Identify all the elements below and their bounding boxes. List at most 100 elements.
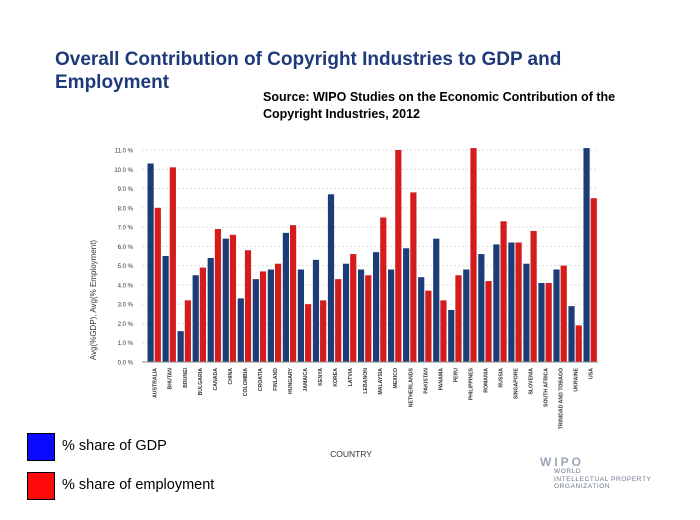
bar-employment <box>199 267 206 362</box>
bar-employment <box>244 250 252 362</box>
bar-gdp <box>162 256 169 362</box>
bar-gdp <box>583 148 590 362</box>
bar-employment <box>350 254 357 362</box>
bar-gdp <box>312 259 320 362</box>
x-tick-label: SINGAPORE <box>514 367 520 399</box>
bar-employment <box>380 217 387 362</box>
x-axis-label: COUNTRY <box>330 449 372 459</box>
x-tick-label: BULGARIA <box>198 368 204 396</box>
x-tick-label: BRUNEI <box>183 367 189 387</box>
bar-gdp <box>252 279 259 362</box>
y-tick-label: 2.0 % <box>118 322 134 328</box>
x-tick-label: KOREA <box>333 368 339 387</box>
bar-employment <box>545 282 552 362</box>
x-tick-label: LATVIA <box>348 368 354 387</box>
bar-gdp <box>493 244 500 362</box>
bar-employment <box>425 290 432 362</box>
bar-gdp <box>373 252 380 362</box>
wipo-line-3: ORGANIZATION <box>554 483 611 490</box>
bar-gdp <box>403 248 410 362</box>
bar-employment <box>410 192 417 362</box>
bar-employment <box>530 230 537 362</box>
bar-employment <box>395 150 402 362</box>
y-tick-label: 10.0 % <box>114 168 133 174</box>
bar-employment <box>440 300 447 362</box>
bar-gdp <box>237 298 244 362</box>
bar-gdp <box>207 257 214 362</box>
x-tick-label: KENYA <box>318 368 324 386</box>
source-note: Source: WIPO Studies on the Economic Con… <box>263 90 616 121</box>
bar-gdp <box>192 275 199 362</box>
y-tick-label: 7.0 % <box>118 226 134 232</box>
x-tick-label: SOUTH AFRICA <box>544 368 550 407</box>
y-tick-label: 11.0 % <box>115 149 134 155</box>
y-axis-label: Avg(%GDP), Avg(% Employment) <box>89 240 98 361</box>
bar-employment <box>154 207 161 362</box>
x-tick-label: FINLAND <box>273 368 279 391</box>
x-tick-label: UKRAINE <box>574 367 580 391</box>
bar-employment <box>184 300 191 362</box>
bar-gdp <box>448 309 455 362</box>
bar-gdp <box>568 306 575 362</box>
bar-gdp <box>388 269 395 362</box>
y-tick-label: 9.0 % <box>118 187 134 193</box>
x-tick-label: SLOVENIA <box>529 368 535 395</box>
y-tick-label: 1.0 % <box>118 341 134 347</box>
bars <box>147 148 597 362</box>
bar-gdp <box>508 242 515 362</box>
bar-gdp <box>553 269 560 362</box>
bar-employment <box>455 275 462 362</box>
x-tick-label: PAKISTAN <box>423 368 429 394</box>
bar-employment <box>259 271 267 362</box>
bar-gdp <box>463 269 470 362</box>
x-tick-label: AUSTRALIA <box>153 368 159 398</box>
bar-employment <box>335 279 342 362</box>
bar-employment <box>320 300 327 362</box>
wipo-logo: WIPO WORLD INTELLECTUAL PROPERTY ORGANIZ… <box>540 455 652 491</box>
x-tick-label: JAMAICA <box>303 368 309 392</box>
bar-employment <box>305 304 312 362</box>
slide-title: Overall Contribution of Copyright Indust… <box>55 49 562 93</box>
bar-gdp <box>282 232 289 362</box>
bar-gdp <box>342 263 350 362</box>
x-tick-label: PERU <box>453 368 459 383</box>
bar-employment <box>274 263 282 362</box>
legend-employment-swatch <box>27 472 55 500</box>
x-tick-label: CROATIA <box>258 368 264 391</box>
y-tick-label: 5.0 % <box>118 264 134 270</box>
bar-employment <box>169 167 176 362</box>
x-tick-label: COLOMBIA <box>243 368 249 396</box>
bar-employment <box>365 275 372 362</box>
bar-gdp <box>177 331 184 362</box>
x-tick-label: HUNGARY <box>288 367 294 394</box>
bar-employment <box>500 221 507 362</box>
bar-employment <box>560 265 567 362</box>
legend-gdp-swatch <box>27 433 55 461</box>
x-tick-label: CHINA <box>228 368 234 385</box>
x-tick-label: MALAYSIA <box>378 368 384 395</box>
wipo-line-2: INTELLECTUAL PROPERTY <box>554 475 652 483</box>
legend-gdp-label: % share of GDP <box>62 438 167 454</box>
bar-gdp <box>297 269 305 362</box>
y-axis-ticks: 0.0 % 1.0 % 2.0 % 3.0 % 4.0 % 5.0 % 6.0 % 7.0 %… <box>114 149 133 367</box>
bar-employment <box>485 281 492 362</box>
bar-gdp <box>433 238 440 362</box>
y-tick-label: 8.0 % <box>118 206 134 212</box>
y-tick-label: 3.0 % <box>118 303 134 309</box>
y-tick-label: 4.0 % <box>118 283 134 289</box>
wipo-mark: WIPO <box>540 455 584 469</box>
x-tick-label: RUSSIA <box>498 368 504 388</box>
bar-employment <box>590 198 597 362</box>
bar-employment <box>229 234 237 362</box>
bar-employment <box>575 325 582 362</box>
x-tick-label: TRINIDAD AND TOBAGO <box>559 368 565 429</box>
bar-employment <box>470 148 477 362</box>
legend-employment-label: % share of employment <box>62 477 215 493</box>
bar-employment <box>515 242 522 362</box>
bar-gdp <box>222 238 229 362</box>
x-tick-label: PHILIPPINES <box>468 367 474 400</box>
y-tick-label: 6.0 % <box>118 245 134 251</box>
bar-gdp <box>418 277 425 362</box>
x-tick-label: ROMANIA <box>483 368 489 393</box>
